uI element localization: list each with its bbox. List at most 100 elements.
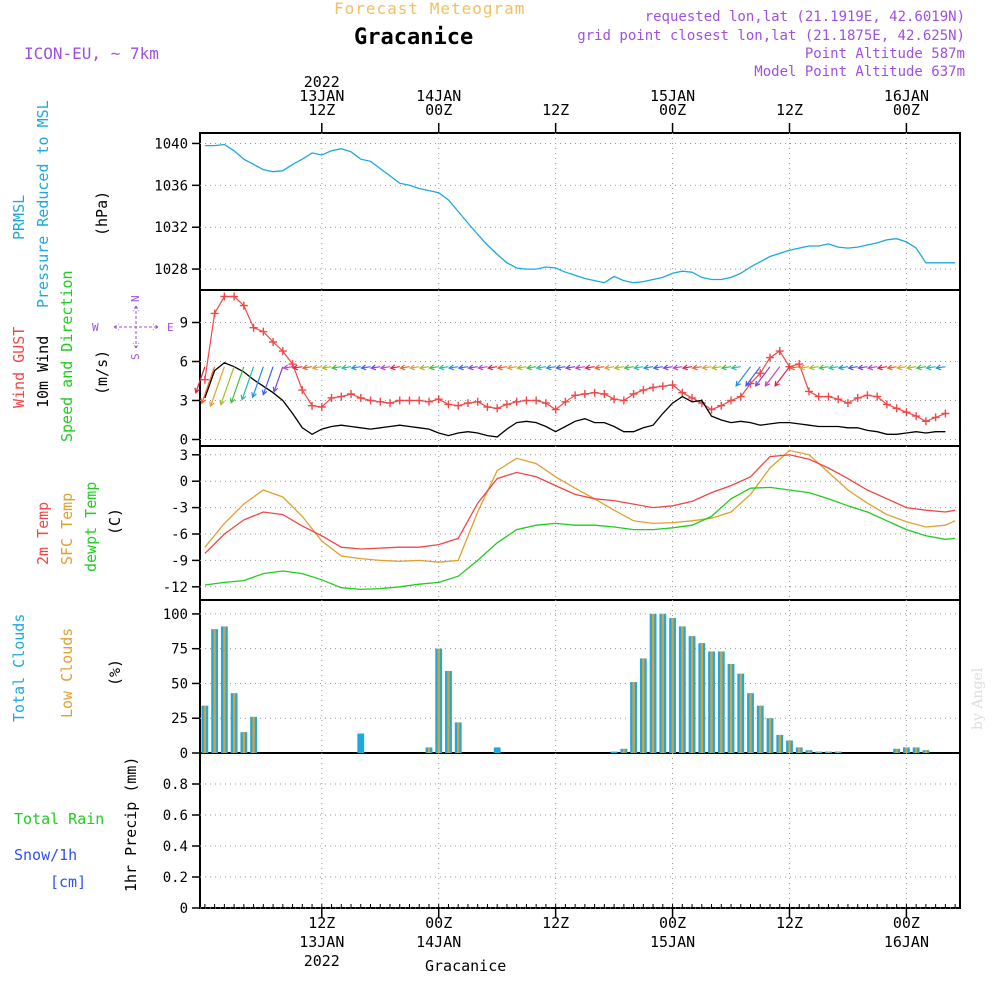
wind-direction-arrowhead <box>370 364 377 371</box>
low-clouds-bar <box>739 673 742 753</box>
low-clouds-bar <box>798 747 801 753</box>
gust-marker <box>366 396 375 405</box>
gust-line <box>204 295 946 422</box>
label-10m-wind: 10m Wind <box>34 336 52 408</box>
gust-marker <box>522 396 531 405</box>
gust-marker <box>717 401 726 410</box>
wind-direction-arrowhead <box>764 380 771 387</box>
wind-direction-arrowhead <box>555 364 562 371</box>
wind-direction-arrow <box>575 366 585 369</box>
compass-rose-icon <box>113 305 159 349</box>
wind-direction-arrowhead <box>301 364 308 371</box>
gust-marker <box>269 338 278 346</box>
top-time-label: 12Z <box>308 101 335 119</box>
y-tick-label: -6 <box>171 527 188 543</box>
wind-direction-arrowhead <box>331 364 338 371</box>
wind-direction-arrowhead <box>457 364 464 371</box>
wind-direction-arrow <box>312 366 322 369</box>
wind-direction-arrowhead <box>857 364 864 371</box>
gust-marker <box>463 399 472 408</box>
y-tick-label: 3 <box>180 448 188 464</box>
label-cm: [cm] <box>50 873 86 891</box>
dewpt-line <box>204 486 956 591</box>
wind-direction-arrowhead <box>623 364 630 371</box>
wind-direction-arrow <box>241 366 255 400</box>
gust-marker <box>707 405 716 414</box>
low-clouds-bar <box>457 722 460 753</box>
wind-direction-arrow <box>390 366 400 369</box>
wind-direction-arrow <box>653 366 663 369</box>
wind-direction-arrowhead <box>905 364 913 371</box>
wind-direction-arrow <box>293 366 303 369</box>
wind-direction-arrowhead <box>730 364 737 371</box>
y-tick-label: 3 <box>180 394 188 410</box>
wind-direction-arrow <box>585 366 595 369</box>
wind-direction-arrowhead <box>745 380 751 387</box>
gust-marker <box>736 392 745 401</box>
wind-direction-arrowhead <box>866 364 874 371</box>
wind-direction-arrow <box>458 366 469 369</box>
wind-direction-arrowhead <box>229 397 236 404</box>
chart-title: Forecast Meteogram <box>334 0 526 18</box>
gust-marker <box>619 396 628 405</box>
wind-direction-arrow <box>209 366 225 407</box>
gust-marker <box>600 390 609 398</box>
wind-direction-arrow <box>302 366 313 369</box>
low-clouds-bar <box>759 705 762 753</box>
low-clouds-bar <box>203 705 207 753</box>
wind-direction-arrowhead <box>774 380 780 387</box>
wind-direction-arrowhead <box>360 364 367 371</box>
wind-direction-arrow <box>897 366 907 369</box>
wind-direction-arrowhead <box>447 364 455 371</box>
bottom-time-label: 2022 <box>304 952 340 970</box>
total-clouds-bar <box>493 747 501 753</box>
y-tick-label: 25 <box>171 711 188 727</box>
wind-direction-arrowhead <box>672 364 679 371</box>
bottom-time-label: 12Z <box>776 914 803 932</box>
gust-marker <box>278 347 287 356</box>
low-clouds-bar <box>252 716 255 753</box>
wind-direction-arrow <box>439 366 449 369</box>
gust-marker <box>912 412 921 421</box>
wind-direction-arrowhead <box>506 364 513 371</box>
low-clouds-bar <box>924 750 928 753</box>
gust-marker <box>727 396 736 405</box>
y-tick-label: 75 <box>171 642 188 658</box>
gust-marker <box>395 396 404 405</box>
gust-marker <box>921 417 930 426</box>
wind-direction-arrow <box>838 366 849 369</box>
wind-direction-arrow <box>527 366 537 369</box>
gust-marker <box>688 393 697 402</box>
wind-direction-arrowhead <box>486 364 494 371</box>
gust-marker <box>766 353 774 362</box>
gust-marker <box>512 397 521 406</box>
y-tick-label: 50 <box>171 676 188 692</box>
gust-marker <box>415 396 424 405</box>
wind-direction-arrow <box>595 366 605 369</box>
gust-marker <box>551 405 560 414</box>
bottom-time-label: 15JAN <box>650 933 695 951</box>
wind-direction-arrow <box>400 366 410 369</box>
wind-direction-arrowhead <box>642 364 649 371</box>
y-tick-label: 9 <box>180 316 188 332</box>
gust-marker <box>649 383 658 392</box>
wind-direction-arrowhead <box>818 364 825 371</box>
gust-marker <box>337 392 346 401</box>
wind-direction-arrowhead <box>477 364 484 371</box>
wind-direction-arrowhead <box>251 392 257 399</box>
gust-marker <box>571 391 580 400</box>
wind-direction-arrow <box>907 366 917 369</box>
low-clouds-bar <box>232 693 236 753</box>
footer-station: Gracanice <box>425 957 507 975</box>
gust-marker <box>580 390 589 398</box>
y-tick-label: 100 <box>163 607 188 623</box>
total-clouds-bar <box>610 751 618 753</box>
wind-direction-arrow <box>634 366 644 369</box>
wind-direction-arrowhead <box>209 401 215 408</box>
gust-marker <box>230 292 239 301</box>
compass-w: W <box>92 321 99 334</box>
label-dewpt-temp: dewpt Temp <box>82 482 100 572</box>
label-prmsl: PRMSL <box>10 195 28 240</box>
wind-direction-arrowhead <box>516 364 523 371</box>
low-clouds-bar <box>720 651 723 753</box>
